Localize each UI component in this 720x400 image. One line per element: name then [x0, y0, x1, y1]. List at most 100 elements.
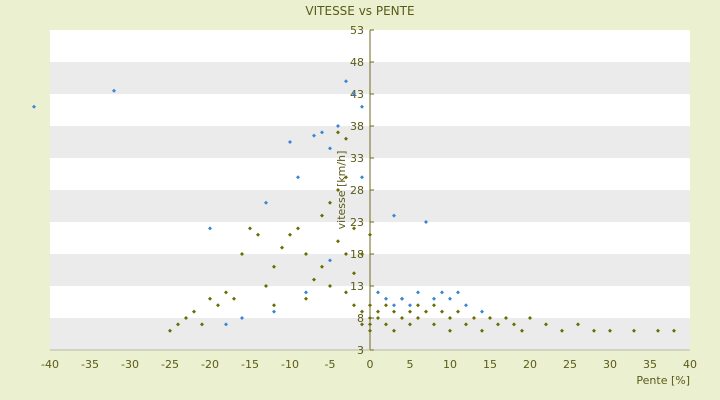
axes: -40 -35 -30 -25 -20 -15 -10 -5 0 5 10 15 20 25 30 35 40 3… [41, 24, 697, 371]
data-point-blue [344, 79, 348, 84]
data-point-olive [344, 290, 348, 295]
data-point-olive [408, 322, 412, 327]
x-tick-label: -30 [121, 358, 139, 371]
data-point-blue [440, 290, 444, 295]
data-point-blue [416, 290, 420, 295]
data-point-blue [264, 200, 268, 205]
data-point-blue [112, 88, 116, 93]
data-point-olive [408, 309, 412, 314]
data-point-olive [448, 316, 452, 320]
data-point-blue [360, 104, 364, 109]
data-point-olive [272, 264, 276, 269]
data-point-olive [504, 316, 508, 320]
data-point-olive [352, 303, 356, 308]
data-point-blue [424, 220, 428, 224]
x-tick-label: 30 [603, 358, 617, 371]
data-point-olive [336, 130, 340, 135]
x-tick-label: -25 [161, 358, 179, 371]
data-point-blue [432, 296, 436, 301]
x-tick-label: -15 [241, 358, 259, 371]
data-point-olive [248, 226, 252, 231]
data-point-olive [376, 309, 380, 314]
data-point-olive [672, 328, 676, 333]
data-point-olive [320, 213, 324, 218]
data-point-olive [608, 328, 612, 333]
data-point-olive [592, 328, 596, 333]
x-tick-label: 40 [683, 358, 697, 371]
data-point-olive [232, 296, 236, 301]
data-point-blue [480, 309, 484, 314]
data-point-olive [240, 252, 244, 256]
x-tick-label: 10 [443, 358, 457, 371]
data-point-olive [480, 328, 484, 333]
data-point-olive [328, 284, 332, 288]
data-point-olive [544, 322, 548, 327]
labels: VITESSE vs PENTE Pente [%] vitesse [km/h… [305, 4, 690, 387]
data-point-olive [472, 316, 476, 320]
data-point-blue [224, 322, 228, 327]
x-axis-label: Pente [%] [636, 374, 690, 387]
y-tick-label: 43 [350, 88, 364, 101]
data-point-olive [432, 322, 436, 327]
data-point-olive [440, 309, 444, 314]
data-point-blue [208, 226, 212, 231]
data-point-blue [384, 296, 388, 301]
data-point-olive [224, 290, 228, 295]
x-tick-label: 0 [367, 358, 374, 371]
data-point-blue [328, 146, 332, 151]
chart-title: VITESSE vs PENTE [305, 4, 414, 18]
data-point-olive [368, 328, 372, 333]
data-point-olive [280, 245, 284, 250]
data-point-olive [528, 316, 532, 320]
data-point-olive [216, 303, 220, 308]
data-point-olive [376, 316, 380, 320]
x-tick-label: 15 [483, 358, 497, 371]
data-point-blue [272, 309, 276, 314]
data-point-olive [384, 303, 388, 308]
data-point-olive [344, 136, 348, 141]
x-tick-label: -20 [201, 358, 219, 371]
data-point-olive [304, 252, 308, 256]
data-point-olive [448, 328, 452, 333]
data-point-olive [520, 328, 524, 333]
data-point-blue [296, 175, 300, 180]
data-point-olive [400, 316, 404, 320]
data-point-olive [456, 309, 460, 314]
data-point-blue [392, 213, 396, 218]
data-point-olive [360, 309, 364, 314]
x-tick-label: 5 [407, 358, 414, 371]
y-tick-label: 18 [350, 248, 364, 261]
data-point-olive [424, 309, 428, 314]
data-point-blue [328, 258, 332, 263]
y-tick-label: 13 [350, 280, 364, 293]
y-tick-label: 3 [357, 344, 364, 357]
x-tick-label: -35 [81, 358, 99, 371]
data-point-blue [320, 130, 324, 135]
data-point-olive [368, 316, 372, 320]
data-point-blue [400, 296, 404, 301]
data-point-olive [312, 277, 316, 282]
data-point-olive [328, 200, 332, 205]
data-points [32, 79, 676, 333]
data-point-olive [176, 322, 180, 327]
data-point-olive [496, 322, 500, 327]
y-axis-label: vitesse [km/h] [335, 151, 348, 230]
data-point-olive [368, 303, 372, 308]
y-tick-label: 38 [350, 120, 364, 133]
data-point-olive [432, 303, 436, 308]
data-point-blue [456, 290, 460, 295]
x-tick-label: 35 [643, 358, 657, 371]
data-point-blue [32, 104, 36, 109]
data-point-blue [448, 296, 452, 301]
data-point-olive [192, 309, 196, 314]
data-point-olive [368, 322, 372, 327]
data-point-olive [304, 296, 308, 301]
data-point-olive [184, 316, 188, 320]
x-tick-label: 20 [523, 358, 537, 371]
data-point-olive [208, 296, 212, 301]
x-tick-label: -40 [41, 358, 59, 371]
data-point-olive [336, 188, 340, 192]
data-point-olive [336, 239, 340, 244]
